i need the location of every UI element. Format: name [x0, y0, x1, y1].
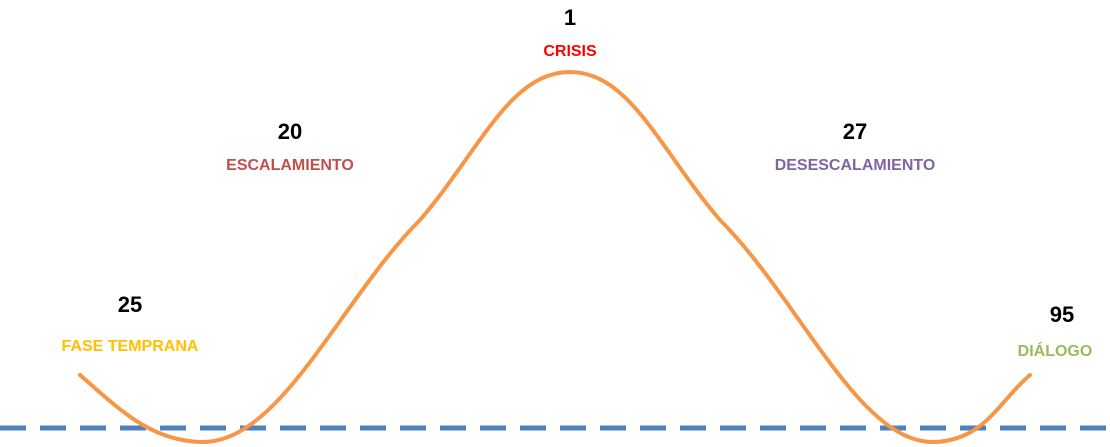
- phase-label: FASE TEMPRANA: [62, 338, 199, 355]
- conflict-curve: [78, 69, 1032, 445]
- phase-label: DIÁLOGO: [1018, 341, 1093, 360]
- phase-label: CRISIS: [543, 43, 597, 60]
- phase-count: 25: [118, 292, 142, 317]
- phase-count: 95: [1050, 302, 1074, 327]
- phase-count: 20: [278, 119, 302, 144]
- phase-label: ESCALAMIENTO: [226, 157, 354, 174]
- phase-count: 27: [843, 119, 867, 144]
- phase-label: DESESCALAMIENTO: [775, 157, 936, 174]
- phase-count: 1: [564, 5, 576, 30]
